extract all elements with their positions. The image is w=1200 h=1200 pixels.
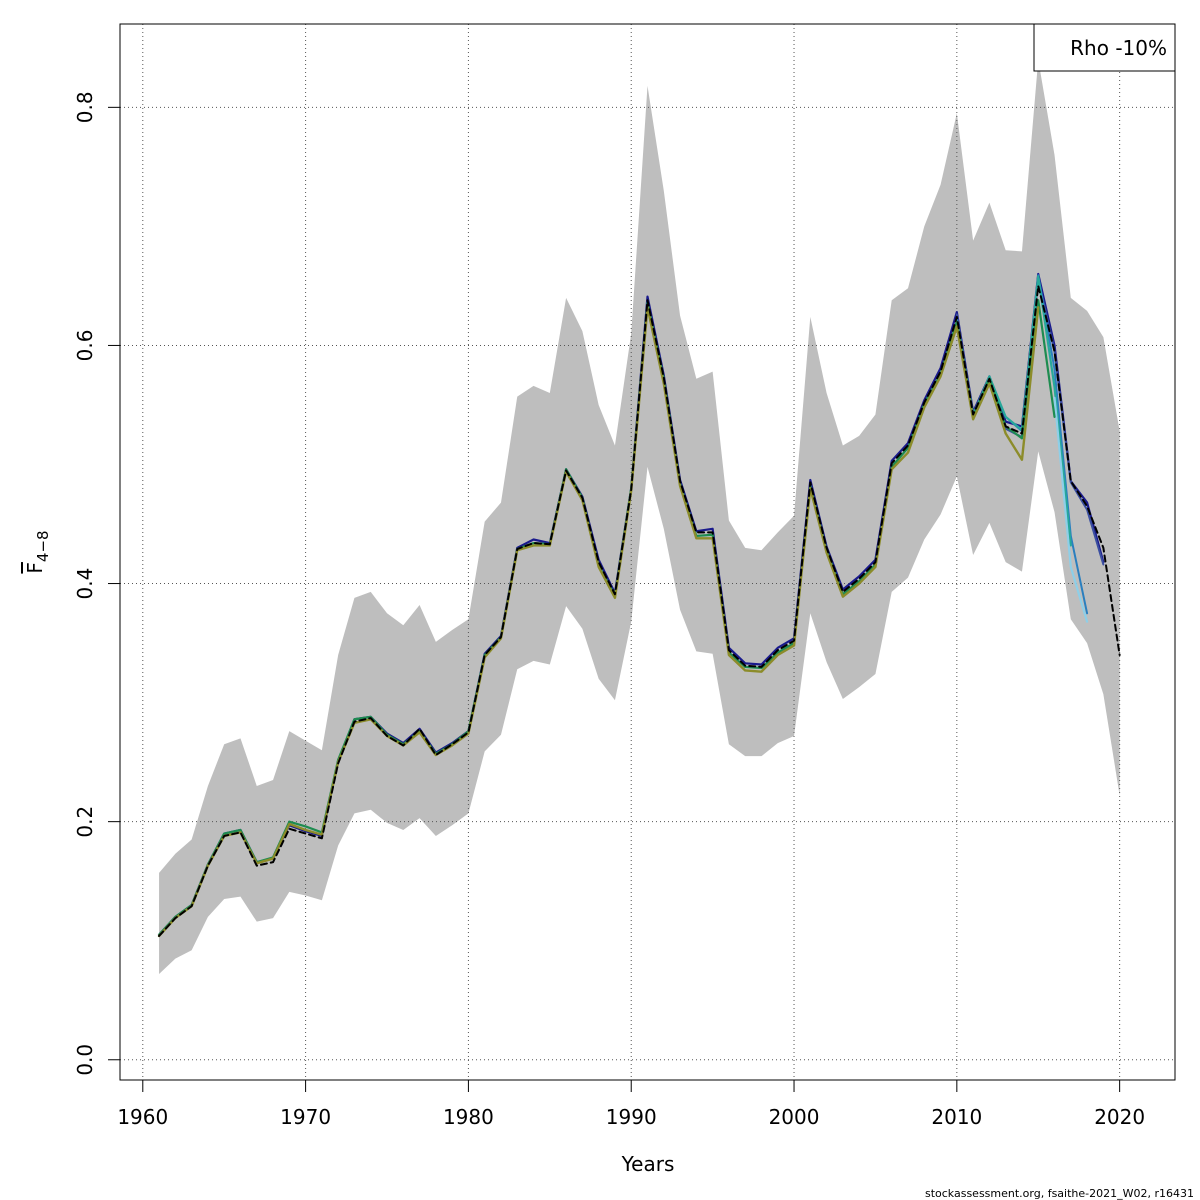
y-tick-label-group: 0.6 (73, 330, 97, 362)
x-tick-label: 2020 (1094, 1105, 1145, 1129)
y-tick-label: 0.8 (73, 91, 97, 123)
y-tick-label-group: 0.4 (73, 568, 97, 600)
x-tick-label: 2010 (931, 1105, 982, 1129)
series-line-7 (157, 306, 1040, 938)
x-tick-label: 1970 (280, 1105, 331, 1129)
x-tick-label: 2000 (769, 1105, 820, 1129)
x-axis: 1960 1970 1980 1990 2000 2010 2020 (117, 1079, 1145, 1129)
y-axis-title-subscript: 4−8 (34, 530, 52, 562)
confidence-band-layer (159, 59, 1120, 975)
y-tick-label: 0.2 (73, 806, 97, 838)
y-tick-label-group: 0.0 (73, 1044, 97, 1076)
series-line-5 (1053, 396, 1089, 623)
grid-layer (120, 24, 1175, 1080)
x-axis-title: Years (621, 1152, 675, 1176)
x-tick-label: 1980 (443, 1105, 494, 1129)
x-tick-label: 1960 (117, 1105, 168, 1129)
confidence-band (159, 59, 1120, 975)
y-tick-label: 0.0 (73, 1044, 97, 1076)
y-tick-label: 0.4 (73, 568, 97, 600)
series-line-8 (158, 284, 1121, 937)
x-tick-label: 1990 (606, 1105, 657, 1129)
legend: Rho -10% (1033, 23, 1176, 72)
svg-text:F4−8: F4−8 (23, 530, 52, 573)
y-axis: 0.0 0.2 0.4 0.6 0.8 (73, 91, 121, 1076)
y-tick-label-group: 0.8 (73, 91, 97, 123)
footer-credit: stockassessment.org, fsaithe-2021_W02, r… (925, 1187, 1194, 1200)
y-tick-label: 0.6 (73, 330, 97, 362)
y-tick-label-group: 0.2 (73, 806, 97, 838)
legend-box (1033, 23, 1176, 72)
series-layer (157, 272, 1121, 938)
y-axis-title: F4−8 (23, 530, 52, 573)
y-axis-title-main: F (23, 562, 47, 574)
legend-label: Rho -10% (1070, 36, 1167, 60)
